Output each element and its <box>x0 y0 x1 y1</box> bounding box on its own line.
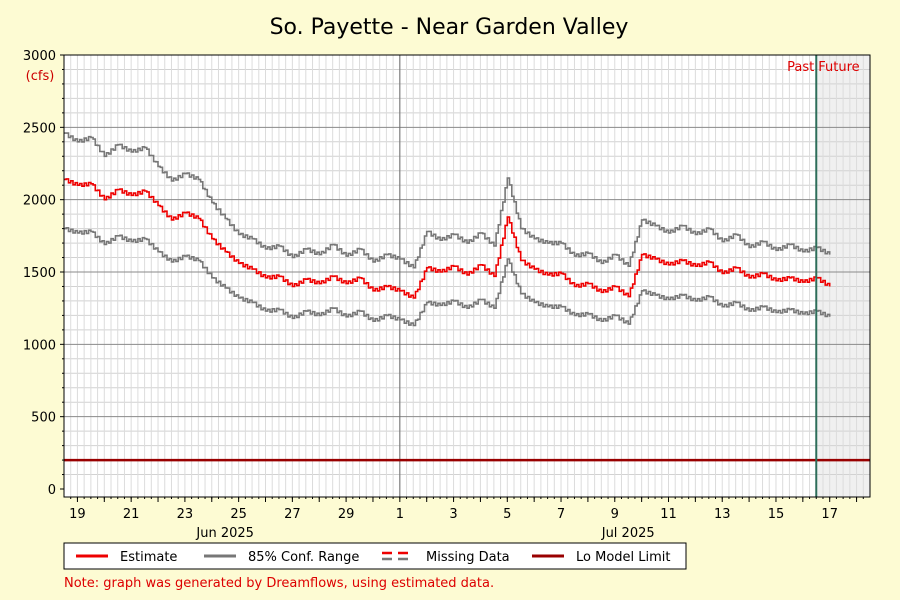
x-tick-label: 9 <box>611 507 619 522</box>
x-tick-label: 11 <box>660 507 677 522</box>
conf-range-upper-line <box>64 132 831 269</box>
x-tick-label: 29 <box>338 507 355 522</box>
grid-lines <box>64 55 870 497</box>
footnote: Note: graph was generated by Dreamflows,… <box>64 576 494 591</box>
x-tick-label: 23 <box>177 507 194 522</box>
x-month-label: Jul 2025 <box>601 526 655 541</box>
x-tick-label: 25 <box>230 507 247 522</box>
past-label: Past <box>787 60 814 75</box>
legend: Estimate 85% Conf. Range Missing Data Lo Mo… <box>63 542 687 570</box>
legend-box <box>63 542 687 570</box>
x-tick-label: 15 <box>768 507 785 522</box>
y-tick-label: 3000 <box>23 49 56 64</box>
y-axis-unit-label: (cfs) <box>26 69 55 84</box>
x-tick-label: 1 <box>396 507 404 522</box>
future-label: Future <box>818 60 859 75</box>
x-tick-label: 19 <box>69 507 86 522</box>
conf-range-lower-line <box>64 227 831 327</box>
legend-label: 85% Conf. Range <box>248 550 359 565</box>
x-tick-label: 5 <box>503 507 511 522</box>
x-tick-label: 13 <box>714 507 731 522</box>
x-tick-label: 27 <box>284 507 301 522</box>
now-marker: Past Future <box>787 55 860 497</box>
y-tick-label: 2500 <box>23 121 56 136</box>
legend-label: Estimate <box>120 550 177 565</box>
series-group <box>64 132 831 327</box>
y-tick-label: 1000 <box>23 338 56 353</box>
x-month-label: Jun 2025 <box>195 526 254 541</box>
x-tick-label: 21 <box>123 507 140 522</box>
estimate-line <box>64 178 831 299</box>
legend-label: Lo Model Limit <box>576 550 671 565</box>
x-tick-label: 3 <box>449 507 457 522</box>
chart-title: So. Payette - Near Garden Valley <box>270 15 629 40</box>
y-tick-label: 1500 <box>23 266 56 281</box>
y-tick-label: 0 <box>48 483 56 498</box>
x-tick-label: 17 <box>821 507 838 522</box>
y-tick-label: 2000 <box>23 194 56 209</box>
legend-label: Missing Data <box>426 550 510 565</box>
x-tick-label: 7 <box>557 507 565 522</box>
y-tick-label: 500 <box>31 411 56 426</box>
